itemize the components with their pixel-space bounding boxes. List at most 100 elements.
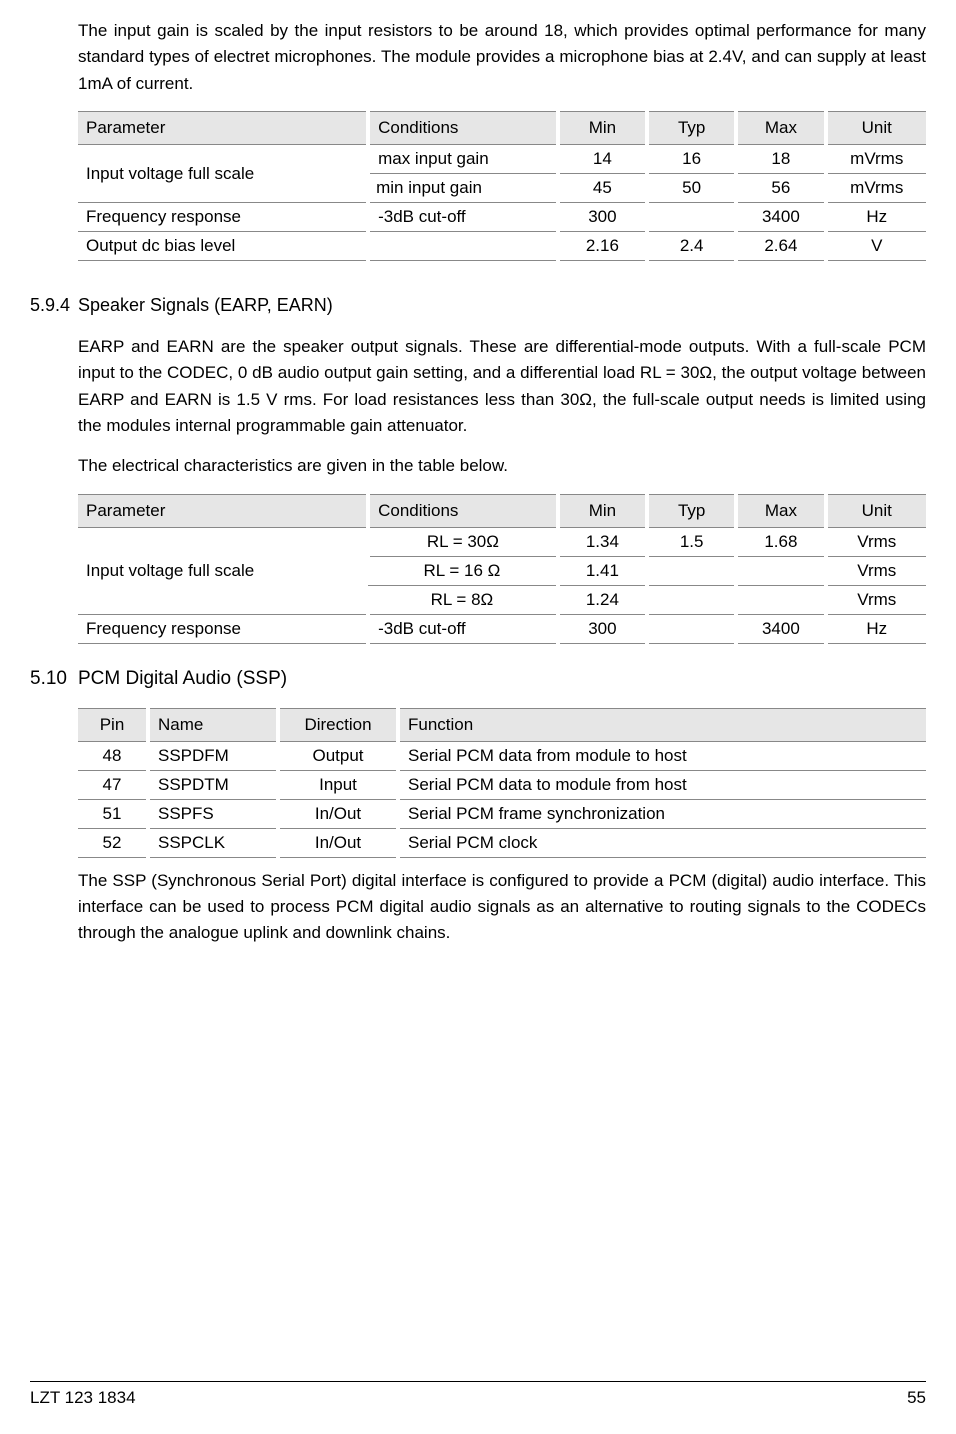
footer-page-number: 55: [907, 1388, 926, 1408]
table-pcm-pins: Pin Name Direction Function 48 SSPDFM Ou…: [78, 708, 926, 858]
cell-cond: RL = 16 Ω: [368, 556, 558, 585]
cell-unit: Vrms: [826, 585, 926, 614]
th-conditions: Conditions: [368, 112, 558, 145]
cell-name: SSPCLK: [148, 828, 278, 857]
cell-min: 300: [558, 203, 647, 232]
footer-doc-id: LZT 123 1834: [30, 1388, 136, 1408]
th-min: Min: [558, 112, 647, 145]
cell-dir: In/Out: [278, 828, 398, 857]
section-heading-594: 5.9.4 Speaker Signals (EARP, EARN): [78, 295, 926, 316]
th-max: Max: [736, 494, 825, 527]
th-unit: Unit: [826, 494, 926, 527]
cell-func: Serial PCM clock: [398, 828, 926, 857]
cell-min: 300: [558, 614, 647, 643]
table-header-row: Parameter Conditions Min Typ Max Unit: [78, 112, 926, 145]
sec510-paragraph: The SSP (Synchronous Serial Port) digita…: [78, 868, 926, 947]
table-row: Frequency response -3dB cut-off 300 3400…: [78, 203, 926, 232]
cell-min: 2.16: [558, 232, 647, 261]
cell-typ: 1.5: [647, 527, 736, 556]
th-min: Min: [558, 494, 647, 527]
cell-pin: 51: [78, 799, 148, 828]
cell-name: SSPDTM: [148, 770, 278, 799]
cell-func: Serial PCM frame synchronization: [398, 799, 926, 828]
cell-func: Serial PCM data to module from host: [398, 770, 926, 799]
cell-max: 1.68: [736, 527, 825, 556]
cell-max: 2.64: [736, 232, 825, 261]
table-row: 47 SSPDTM Input Serial PCM data to modul…: [78, 770, 926, 799]
cell-typ: 2.4: [647, 232, 736, 261]
cell-name: SSPDFM: [148, 741, 278, 770]
cell-param: Input voltage full scale: [78, 527, 368, 614]
cell-cond: [368, 232, 558, 261]
th-pin: Pin: [78, 708, 148, 741]
section-number: 5.10: [30, 668, 78, 690]
cell-unit: mVrms: [826, 174, 926, 203]
th-typ: Typ: [647, 112, 736, 145]
table-header-row: Pin Name Direction Function: [78, 708, 926, 741]
table-speaker-output: Parameter Conditions Min Typ Max Unit In…: [78, 494, 926, 644]
cell-typ: 16: [647, 145, 736, 174]
cell-param: Frequency response: [78, 614, 368, 643]
th-function: Function: [398, 708, 926, 741]
th-parameter: Parameter: [78, 112, 368, 145]
table-mic-input: Parameter Conditions Min Typ Max Unit In…: [78, 111, 926, 261]
cell-param: Output dc bias level: [78, 232, 368, 261]
table-row: Frequency response -3dB cut-off 300 3400…: [78, 614, 926, 643]
table-row: Output dc bias level 2.16 2.4 2.64 V: [78, 232, 926, 261]
th-parameter: Parameter: [78, 494, 368, 527]
cell-cond: RL = 30Ω: [368, 527, 558, 556]
cell-unit: V: [826, 232, 926, 261]
cell-func: Serial PCM data from module to host: [398, 741, 926, 770]
cell-dir: Output: [278, 741, 398, 770]
sec594-paragraph-2: The electrical characteristics are given…: [78, 453, 926, 479]
cell-typ: [647, 585, 736, 614]
cell-cond: -3dB cut-off: [368, 614, 558, 643]
cell-dir: In/Out: [278, 799, 398, 828]
cell-typ: [647, 614, 736, 643]
cell-unit: Hz: [826, 203, 926, 232]
cell-max: [736, 556, 825, 585]
table-row: 51 SSPFS In/Out Serial PCM frame synchro…: [78, 799, 926, 828]
cell-min: 14: [558, 145, 647, 174]
page-footer: LZT 123 1834 55: [30, 1381, 926, 1408]
section-number: 5.9.4: [30, 295, 78, 316]
cell-pin: 48: [78, 741, 148, 770]
cell-max: 18: [736, 145, 825, 174]
cell-cond: max input gain: [368, 145, 558, 174]
section-heading-510: 5.10 PCM Digital Audio (SSP): [78, 668, 926, 690]
cell-param: Input voltage full scale: [78, 145, 368, 203]
cell-pin: 47: [78, 770, 148, 799]
cell-max: [736, 585, 825, 614]
cell-max: 3400: [736, 203, 825, 232]
table-row: 52 SSPCLK In/Out Serial PCM clock: [78, 828, 926, 857]
cell-unit: mVrms: [826, 145, 926, 174]
cell-min: 1.24: [558, 585, 647, 614]
table-row: Input voltage full scale max input gain …: [78, 145, 926, 174]
section-title: Speaker Signals (EARP, EARN): [78, 295, 333, 316]
cell-unit: Vrms: [826, 527, 926, 556]
cell-min: 1.34: [558, 527, 647, 556]
intro-paragraph: The input gain is scaled by the input re…: [78, 18, 926, 97]
section-title: PCM Digital Audio (SSP): [78, 668, 287, 690]
cell-typ: [647, 556, 736, 585]
table-header-row: Parameter Conditions Min Typ Max Unit: [78, 494, 926, 527]
cell-cond: RL = 8Ω: [368, 585, 558, 614]
cell-min: 45: [558, 174, 647, 203]
cell-name: SSPFS: [148, 799, 278, 828]
th-name: Name: [148, 708, 278, 741]
cell-cond: -3dB cut-off: [368, 203, 558, 232]
table-row: Input voltage full scale RL = 30Ω 1.34 1…: [78, 527, 926, 556]
th-direction: Direction: [278, 708, 398, 741]
cell-max: 56: [736, 174, 825, 203]
cell-pin: 52: [78, 828, 148, 857]
cell-param: Frequency response: [78, 203, 368, 232]
cell-unit: Vrms: [826, 556, 926, 585]
cell-unit: Hz: [826, 614, 926, 643]
cell-typ: [647, 203, 736, 232]
sec594-paragraph-1: EARP and EARN are the speaker output sig…: [78, 334, 926, 439]
cell-min: 1.41: [558, 556, 647, 585]
table-row: 48 SSPDFM Output Serial PCM data from mo…: [78, 741, 926, 770]
th-conditions: Conditions: [368, 494, 558, 527]
cell-cond: min input gain: [368, 174, 558, 203]
th-typ: Typ: [647, 494, 736, 527]
